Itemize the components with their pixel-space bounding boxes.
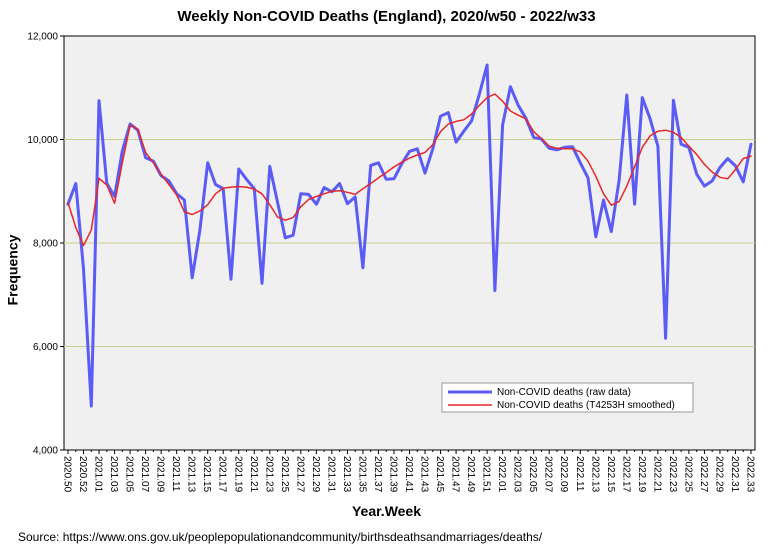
x-tick-label: 2021.13	[186, 456, 197, 493]
x-tick-label: 2022.29	[713, 456, 724, 493]
y-tick-label: 4,000	[33, 446, 58, 457]
x-tick-label: 2021.35	[356, 456, 367, 493]
x-tick-label: 2022.07	[543, 456, 554, 493]
x-tick-label: 2021.47	[450, 456, 461, 493]
x-tick-label: 2021.05	[124, 456, 135, 493]
legend-box	[441, 382, 694, 413]
x-axis-label: Year.Week	[351, 503, 422, 519]
x-tick-label: 2021.11	[170, 456, 181, 492]
x-tick-label: 2021.23	[263, 456, 274, 493]
x-tick-label: 2021.45	[434, 456, 445, 493]
x-tick-label: 2022.11	[574, 456, 585, 492]
x-tick-label: 2020.52	[77, 456, 88, 493]
x-tick-label: 2022.03	[512, 456, 523, 493]
source-note: Source: https://www.ons.gov.uk/peoplepop…	[18, 530, 543, 544]
x-tick-label: 2022.19	[636, 456, 647, 493]
chart-title: Weekly Non-COVID Deaths (England), 2020/…	[177, 8, 596, 25]
y-axis-label-wrap: Frequency	[5, 234, 21, 305]
x-tick-label: 2021.25	[279, 456, 290, 493]
x-tick-label: 2022.17	[620, 456, 631, 493]
y-tick-label: 10,000	[27, 135, 58, 146]
y-tick-label: 12,000	[27, 32, 58, 43]
legend-label-raw: Non-COVID deaths (raw data)	[497, 387, 631, 398]
x-tick-label: 2021.17	[217, 456, 228, 493]
x-tick-label: 2021.33	[341, 456, 352, 493]
x-tick-label: 2022.13	[589, 456, 600, 493]
x-tick-label: 2021.15	[201, 456, 212, 493]
x-tick-label: 2022.01	[496, 456, 507, 493]
x-tick-label: 2021.41	[403, 456, 414, 493]
x-tick-label: 2022.25	[682, 456, 693, 493]
series-line-smoothed	[67, 93, 752, 247]
y-axis-label: Frequency	[5, 234, 21, 305]
x-tick-label: 2021.03	[108, 456, 119, 493]
x-tick-label: 2022.21	[651, 456, 662, 493]
y-tick-label: 8,000	[33, 239, 58, 250]
x-tick-label: 2021.27	[294, 456, 305, 493]
series-lines	[66, 63, 753, 408]
x-tick-label: 2022.05	[527, 456, 538, 493]
x-tick-label: 2021.29	[310, 456, 321, 493]
x-tick-label: 2021.01	[93, 456, 104, 493]
y-axis: 4,000 6,000 8,000 10,000 12,000	[27, 32, 64, 457]
x-tick-label: 2020.50	[62, 456, 73, 493]
x-tick-label: 2021.19	[232, 456, 243, 493]
x-tick-label: 2021.09	[155, 456, 166, 493]
y-tick-label: 6,000	[33, 342, 58, 353]
x-tick-label: 2021.21	[248, 456, 259, 493]
x-axis: 2020.50 2020.52 2021.01 2021.03 2021.05 2021.…	[62, 450, 756, 493]
x-tick-label: 2021.07	[139, 456, 150, 493]
legend: Non-COVID deaths (raw data) Non-COVID de…	[441, 382, 694, 413]
x-tick-label: 2021.37	[372, 456, 383, 493]
x-tick-label: 2021.39	[387, 456, 398, 493]
x-tick-label: 2021.43	[419, 456, 430, 493]
x-tick-label: 2021.31	[325, 456, 336, 493]
x-tick-label: 2022.23	[667, 456, 678, 493]
legend-label-smoothed: Non-COVID deaths (T4253H smoothed)	[497, 400, 675, 411]
x-tick-label: 2022.15	[605, 456, 616, 493]
x-tick-label: 2022.31	[729, 456, 740, 493]
x-tick-label: 2021.51	[481, 456, 492, 493]
x-tick-label: 2022.09	[558, 456, 569, 493]
x-tick-label: 2021.49	[465, 456, 476, 493]
x-tick-label: 2022.33	[745, 456, 756, 493]
x-tick-label: 2022.27	[698, 456, 709, 493]
series-line-raw	[66, 63, 753, 408]
